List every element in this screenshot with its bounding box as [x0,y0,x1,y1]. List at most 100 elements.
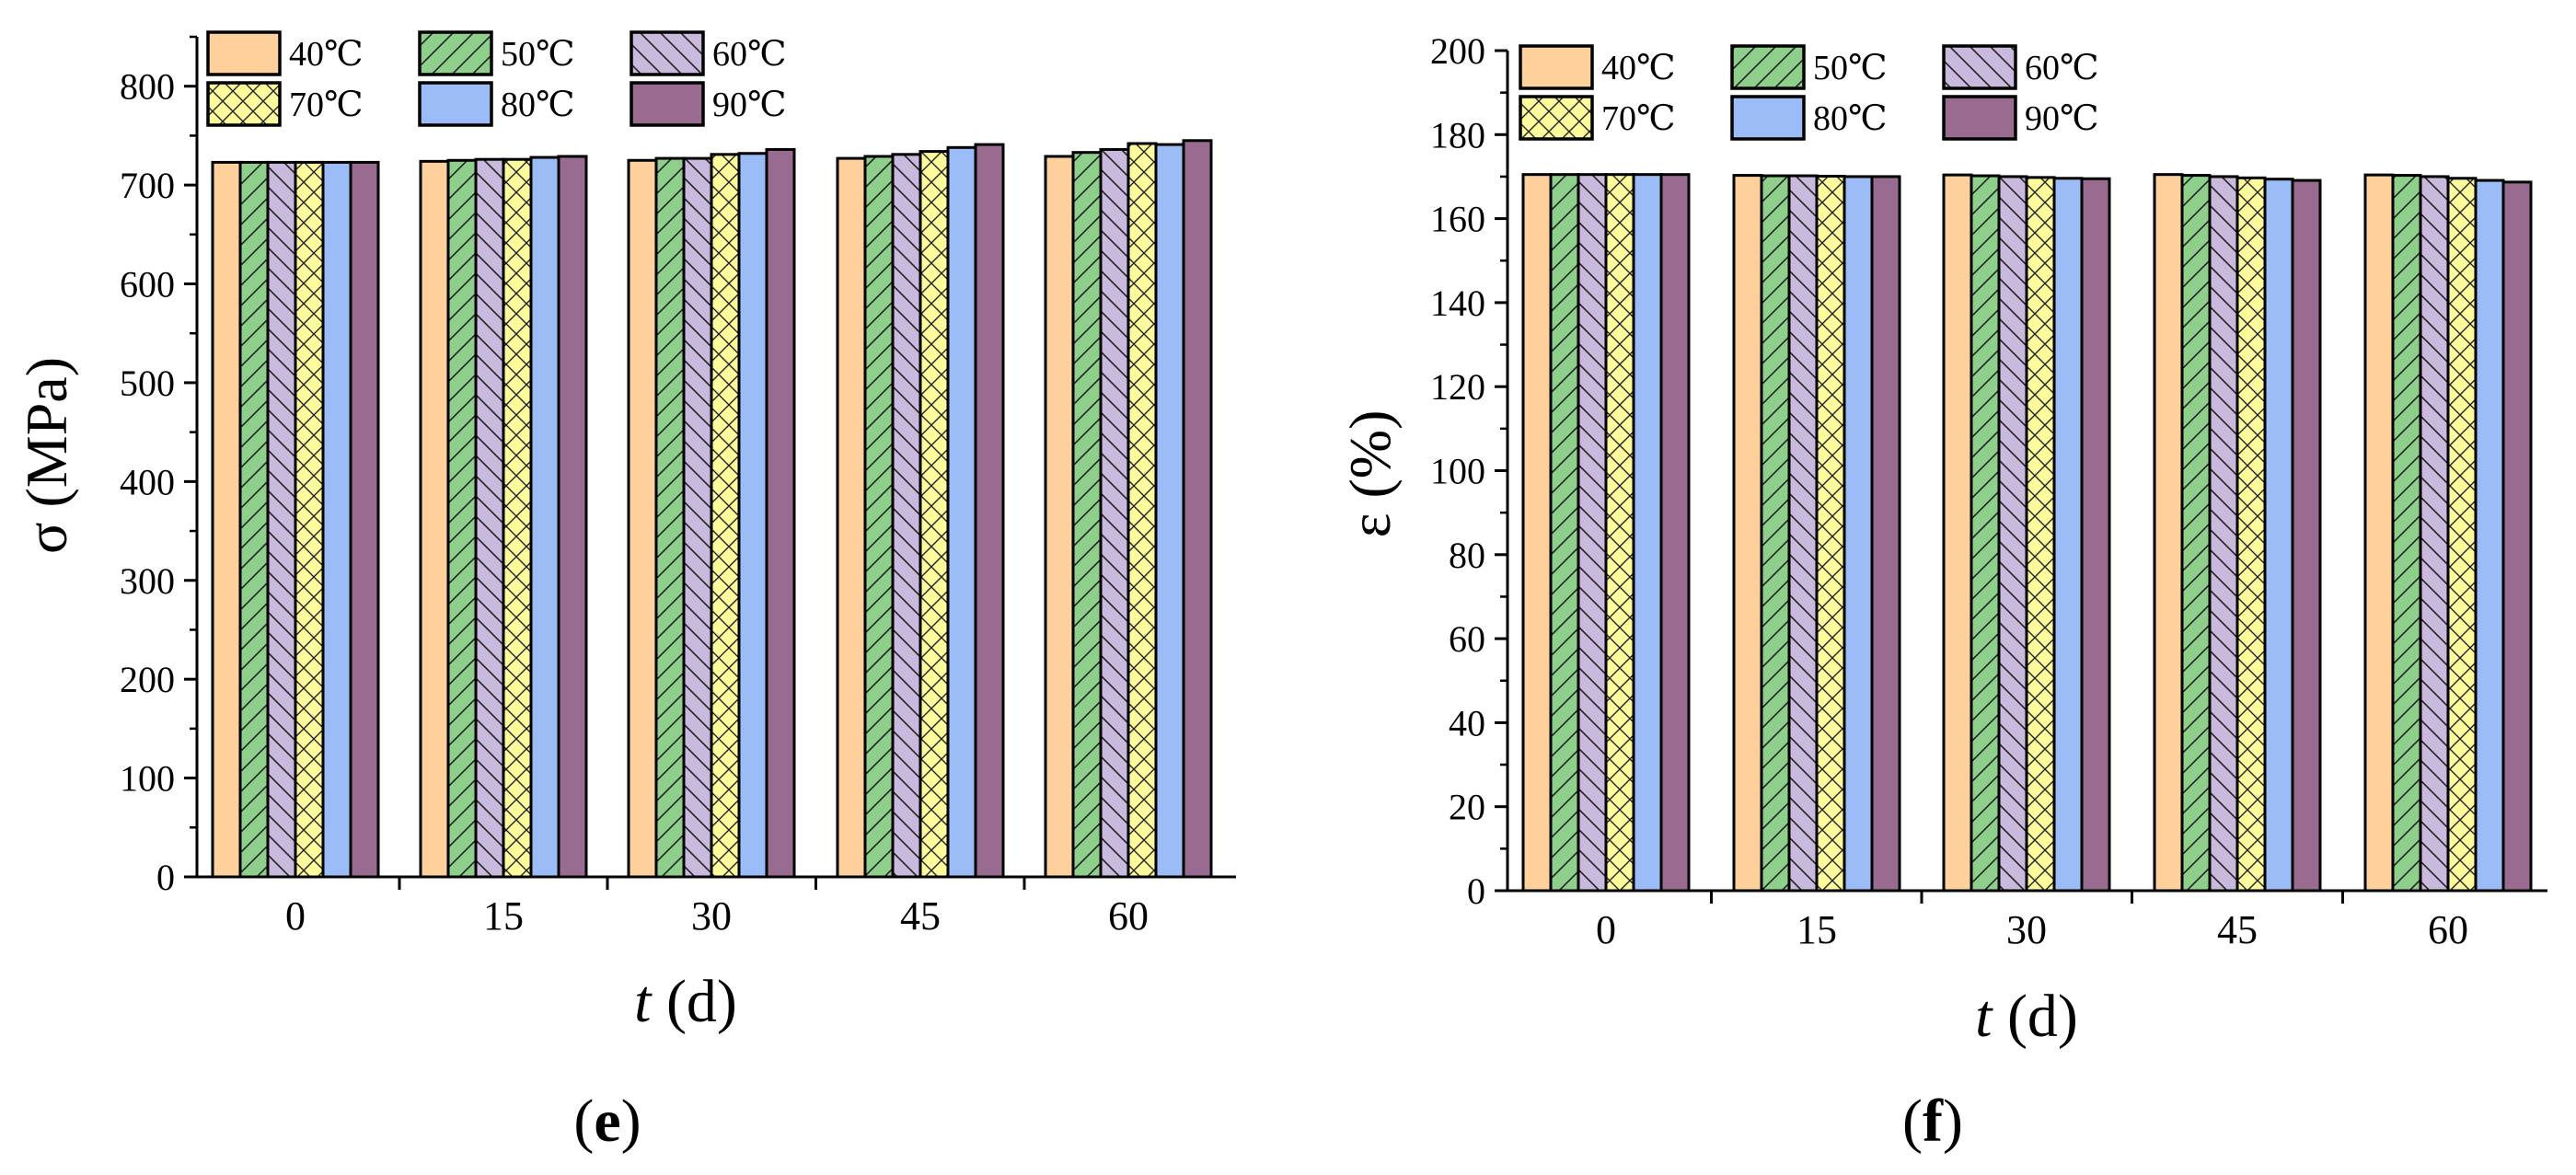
legend-swatch-outline [1730,44,1806,90]
legend-label-40C: 40℃ [1601,49,1676,87]
legend-swatch-outline [206,30,282,76]
legend-swatch-outline [630,30,705,76]
legend-label-70C: 70℃ [289,86,364,124]
x-tick-label: 60 [2428,907,2468,952]
legend-label-90C: 90℃ [2025,99,2099,138]
bar-40C-60 [2365,175,2393,891]
legend-swatch-outline [1730,95,1806,141]
x-tick-label: 30 [691,893,732,939]
bar-pattern [1128,144,1156,877]
bar-outline [557,155,588,879]
legend-swatch-90C [631,83,703,125]
x-tick-label: 30 [2006,907,2047,952]
x-tick-label: 15 [483,893,524,939]
bar-90C-60 [1184,140,1211,877]
y-tick-label: 100 [120,758,175,800]
bar-40C-45 [2154,174,2182,892]
legend-swatch-outline [206,81,282,127]
legend-swatch-pattern [631,32,703,75]
y-tick-label: 180 [1430,114,1485,156]
bar-pattern [1551,174,1578,892]
bar-pattern [503,159,531,878]
x-tick-label: 60 [1108,893,1149,939]
bar-pattern [240,162,268,877]
y-tick-label: 20 [1449,787,1485,828]
legend-label-60C: 60℃ [712,35,787,74]
bar-pattern [865,156,893,877]
bar-outline [974,143,1005,879]
legend-swatch-40C [208,32,280,75]
y-tick-label: 800 [120,66,175,108]
legend-swatch-90C [1944,97,2016,139]
y-tick-label: 100 [1430,451,1485,492]
bar-pattern [656,158,684,878]
y-axis-label: σ (MPa) [14,357,79,554]
bar-40C-60 [1045,156,1073,877]
legend-swatch-outline [630,81,705,127]
legend-label-50C: 50℃ [1813,49,1888,87]
bar-90C-0 [1661,174,1689,892]
y-axis-label-group: σ (MPa) [14,357,79,554]
bar-pattern [2027,177,2054,891]
bar-80C-30 [739,153,767,878]
x-tick-label: 0 [285,893,306,939]
y-tick-label: 300 [120,560,175,602]
bar-80C-45 [948,147,976,878]
bar-outline [2291,179,2322,893]
panel-label-letter: f [1923,1088,1944,1155]
x-axis-label-variable: t [1975,983,1993,1050]
bar-80C-60 [2476,180,2503,892]
y-tick-label: 160 [1430,199,1485,240]
bar-pattern [893,154,920,877]
panel-label: (f) [1902,1088,1963,1155]
bar-80C-60 [1156,144,1184,877]
bar-90C-60 [2503,181,2531,891]
legend-swatch-outline [1942,44,2017,90]
y-tick-label: 200 [1430,30,1485,72]
x-axis-label: t (d) [1975,983,2078,1050]
bar-90C-45 [2293,180,2320,892]
bar-80C-45 [2265,179,2293,892]
bar-pattern [1817,176,1844,891]
bar-90C-15 [1872,176,1900,891]
y-tick-label: 600 [120,264,175,305]
bar-outline [1182,139,1213,879]
bar-80C-0 [323,162,351,877]
legend-swatch-40C [1520,46,1592,88]
legend-swatch-outline [1519,95,1594,141]
x-tick-label: 15 [1796,907,1837,952]
legend-label-80C: 80℃ [1813,99,1888,138]
bar-outline [1870,175,1901,893]
bar-pattern [1999,176,2027,891]
bar-pattern [268,162,295,877]
bar-40C-15 [1734,175,1762,891]
legend-label-60C: 60℃ [2025,49,2099,87]
y-tick-label: 0 [156,857,175,898]
y-tick-label: 120 [1430,366,1485,408]
bar-pattern [2182,175,2210,891]
bar-80C-30 [2054,178,2082,891]
legend-swatch-pattern [1732,46,1804,88]
bar-pattern [1762,176,1789,892]
chart-panel-e: σ (MPa) t (d) (e) 0100200300400500600700… [14,30,1236,1155]
bar-40C-0 [1523,174,1551,892]
x-tick-label: 45 [2217,907,2258,952]
legend-swatch-outline [418,81,493,127]
x-tick-label: 45 [900,893,941,939]
bar-40C-15 [421,161,448,878]
bar-pattern [448,160,476,877]
bar-80C-0 [1634,174,1661,892]
legend: 40℃ 50℃ 60℃ 70℃ 80℃ 90℃ [1519,44,2099,141]
legend-swatch-80C [1732,97,1804,139]
bar-pattern [2448,178,2476,891]
legend-label-90C: 90℃ [712,86,787,124]
bar-pattern [2420,176,2448,891]
bar-outline [765,147,796,879]
bar-40C-30 [1944,175,1971,891]
bar-outline [349,160,380,879]
bar-80C-15 [531,157,559,877]
legend-label-50C: 50℃ [501,35,575,74]
bar-80C-15 [1844,176,1872,891]
x-tick-label: 0 [1596,907,1616,952]
bar-pattern [711,154,739,877]
